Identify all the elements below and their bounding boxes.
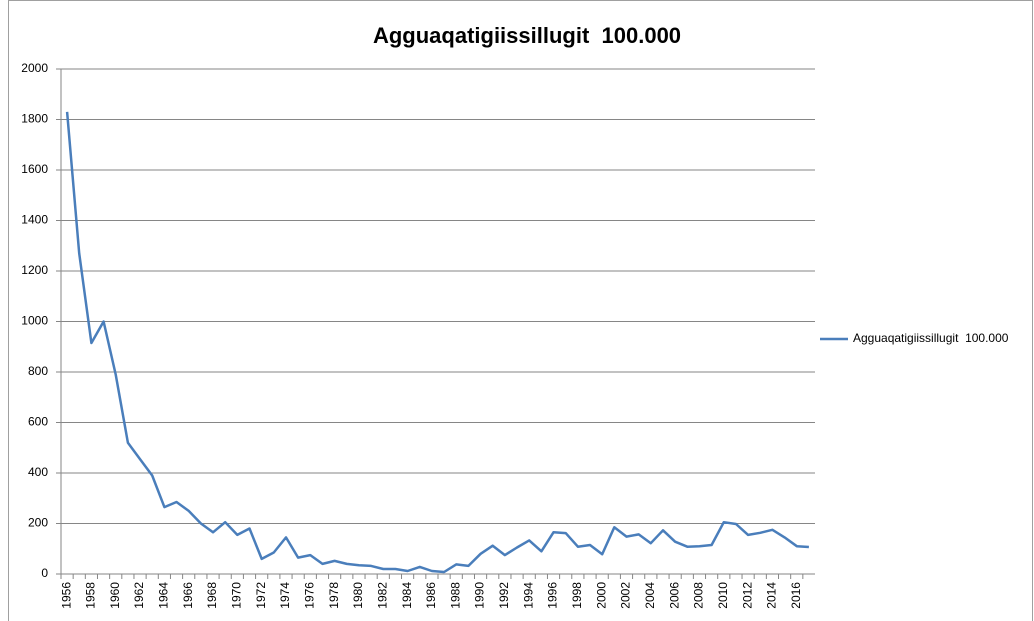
x-tick-label: 1984 bbox=[400, 582, 414, 609]
x-tick-label: 1974 bbox=[278, 582, 292, 609]
x-tick-label: 1994 bbox=[521, 582, 535, 609]
x-tick-label: 1972 bbox=[254, 582, 268, 609]
x-tick-label: 1966 bbox=[181, 582, 195, 609]
x-tick-label: 1990 bbox=[473, 582, 487, 609]
x-tick-label: 2006 bbox=[667, 582, 681, 609]
x-tick-label: 2004 bbox=[643, 582, 657, 609]
data-line bbox=[65, 111, 809, 574]
x-tick-label: 1978 bbox=[327, 582, 341, 609]
y-tick-label: 200 bbox=[28, 516, 48, 530]
x-tick-label: 1980 bbox=[351, 582, 365, 609]
x-tick-label: 2014 bbox=[765, 582, 779, 609]
y-tick-label: 1600 bbox=[21, 162, 48, 176]
y-tick-label: 1800 bbox=[21, 112, 48, 126]
x-tick-label: 2008 bbox=[692, 582, 706, 609]
x-tick-label: 1982 bbox=[375, 582, 389, 609]
x-tick-label: 1960 bbox=[108, 582, 122, 609]
legend-label: Agguaqatigiissillugit 100.000 bbox=[853, 331, 1009, 345]
x-tick-label: 1958 bbox=[84, 582, 98, 609]
x-tick-label: 1986 bbox=[424, 582, 438, 609]
y-tick-label: 1000 bbox=[21, 314, 48, 328]
y-tick-label: 2000 bbox=[21, 61, 48, 75]
x-tick-label: 1998 bbox=[570, 582, 584, 609]
y-tick-label: 400 bbox=[28, 465, 48, 479]
y-tick-label: 1200 bbox=[21, 263, 48, 277]
y-tick-label: 1400 bbox=[21, 213, 48, 227]
x-tick-label: 2010 bbox=[716, 582, 730, 609]
x-tick-label: 1968 bbox=[205, 582, 219, 609]
chart-title: Agguaqatigiissillugit 100.000 bbox=[373, 23, 681, 48]
x-tick-label: 1976 bbox=[302, 582, 316, 609]
x-tick-label: 1988 bbox=[448, 582, 462, 609]
x-tick-label: 2002 bbox=[619, 582, 633, 609]
chart-border bbox=[8, 0, 1033, 621]
x-tick-label: 1992 bbox=[497, 582, 511, 609]
x-tick-label: 2000 bbox=[594, 582, 608, 609]
x-tick-label: 1970 bbox=[230, 582, 244, 609]
x-tick-label: 1996 bbox=[546, 582, 560, 609]
x-tick-label: 2016 bbox=[789, 582, 803, 609]
y-tick-label: 800 bbox=[28, 364, 48, 378]
x-tick-label: 1962 bbox=[132, 582, 146, 609]
x-tick-label: 2012 bbox=[740, 582, 754, 609]
y-tick-label: 0 bbox=[41, 566, 48, 580]
x-tick-label: 1964 bbox=[157, 582, 171, 609]
x-tick-label: 1956 bbox=[59, 582, 73, 609]
y-tick-label: 600 bbox=[28, 415, 48, 429]
